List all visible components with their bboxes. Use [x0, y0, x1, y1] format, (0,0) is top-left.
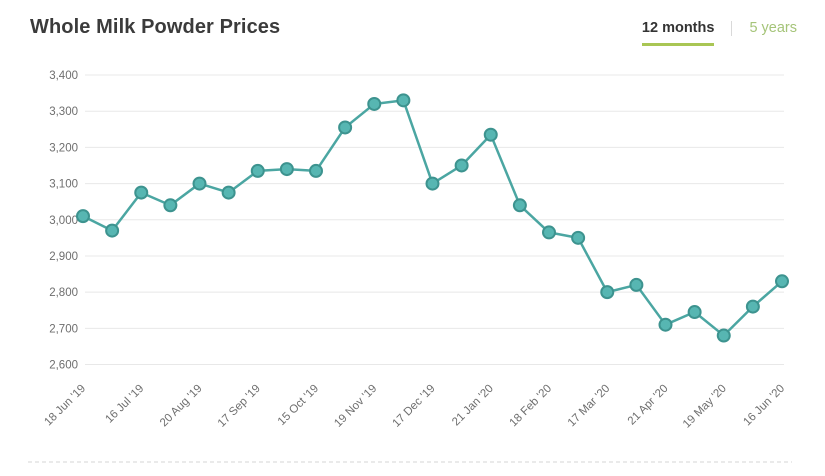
- data-point[interactable]: [658, 317, 673, 332]
- data-point[interactable]: [309, 163, 323, 178]
- y-tick-label: 3,400: [49, 70, 78, 82]
- data-point[interactable]: [163, 198, 178, 213]
- data-point[interactable]: [600, 285, 615, 300]
- x-tick-label: 17 Sep '19: [216, 383, 263, 430]
- y-tick-label: 2,700: [49, 323, 78, 335]
- y-tick-label: 3,100: [49, 179, 78, 191]
- x-tick-label: 19 Nov '19: [332, 383, 379, 430]
- y-tick-label: 3,300: [49, 106, 78, 118]
- data-point[interactable]: [367, 96, 382, 111]
- data-point[interactable]: [192, 176, 207, 191]
- y-tick-label: 2,900: [49, 251, 78, 263]
- page-title: Whole Milk Powder Prices: [30, 16, 281, 38]
- x-tick-label: 17 Mar '20: [566, 383, 613, 430]
- data-point[interactable]: [221, 185, 236, 200]
- x-tick-label: 17 Dec '19: [391, 383, 438, 430]
- chart-header: Whole Milk Powder Prices 12 months 5 yea…: [0, 0, 825, 58]
- price-line: [81, 99, 784, 337]
- y-tick-label: 2,800: [49, 287, 78, 299]
- data-point[interactable]: [571, 230, 586, 245]
- data-point[interactable]: [105, 223, 120, 238]
- x-tick-label: 18 Feb '20: [507, 383, 554, 430]
- tab-12-months[interactable]: 12 months: [641, 20, 715, 46]
- x-tick-label: 15 Oct '19: [276, 383, 321, 428]
- data-point[interactable]: [338, 120, 353, 135]
- x-tick-label: 16 Jul '19: [103, 383, 146, 426]
- x-tick-label: 21 Jan '20: [450, 383, 496, 429]
- data-point[interactable]: [76, 209, 90, 224]
- data-point[interactable]: [134, 185, 149, 200]
- x-tick-label: 19 May '20: [681, 383, 729, 431]
- x-tick-label: 21 Apr '20: [626, 383, 671, 428]
- y-tick-label: 2,600: [49, 360, 78, 372]
- tab-5-years[interactable]: 5 years: [749, 20, 797, 36]
- data-point[interactable]: [542, 225, 556, 240]
- data-point[interactable]: [716, 328, 731, 343]
- y-tick-label: 3,200: [49, 142, 78, 154]
- data-point[interactable]: [775, 274, 789, 289]
- data-point[interactable]: [396, 93, 411, 108]
- data-point[interactable]: [279, 162, 294, 177]
- data-point[interactable]: [745, 299, 760, 314]
- x-tick-label: 16 Jun '20: [741, 383, 787, 429]
- data-point[interactable]: [629, 277, 644, 292]
- x-tick-label: 20 Aug '19: [158, 383, 205, 430]
- data-point[interactable]: [687, 305, 702, 320]
- y-tick-label: 3,000: [49, 215, 78, 227]
- data-point[interactable]: [454, 158, 469, 173]
- range-tabs: 12 months 5 years: [641, 20, 797, 46]
- data-point[interactable]: [483, 127, 498, 142]
- data-point[interactable]: [250, 163, 265, 178]
- tab-divider: [731, 21, 733, 36]
- data-point[interactable]: [425, 176, 440, 191]
- data-point[interactable]: [512, 198, 527, 213]
- x-tick-label: 18 Jun '19: [42, 383, 88, 429]
